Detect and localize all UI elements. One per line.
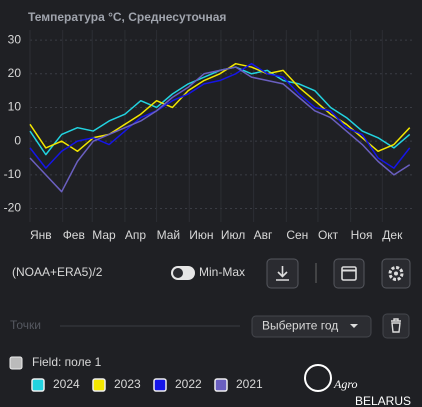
x-tick-label: Июл (221, 228, 245, 242)
points-label: Точки (10, 318, 41, 332)
calendar-icon (341, 266, 357, 281)
x-tick-label: Апр (125, 228, 147, 242)
y-tick-label: 20 (8, 66, 22, 80)
y-tick-label: -20 (4, 201, 22, 215)
series-line (29, 62, 411, 169)
dropdown-arrow (350, 324, 358, 328)
y-tick-label: 10 (8, 100, 22, 114)
download-icon (276, 266, 289, 281)
series-line (29, 66, 411, 193)
watermark-brand: Agro (333, 377, 358, 391)
settings-icon (388, 266, 404, 281)
x-tick-label: Май (157, 228, 181, 242)
delete-button[interactable] (382, 313, 410, 339)
x-tick-label: Авг (254, 228, 273, 242)
legend-label: 2024 (53, 377, 80, 391)
x-tick-label: Янв (30, 228, 52, 242)
legend-swatch (31, 378, 45, 392)
year-dropdown[interactable] (251, 315, 372, 338)
trash-icon (391, 318, 401, 333)
x-tick-label: Фев (63, 228, 85, 242)
x-tick-label: Дек (382, 228, 403, 242)
x-tick-label: Мар (92, 228, 116, 242)
x-tick-label: Сен (286, 228, 308, 242)
field-label: Field: поле 1 (32, 355, 102, 369)
x-tick-label: Ноя (351, 228, 373, 242)
calendar-button[interactable] (333, 258, 365, 289)
source-label: (NOAA+ERA5)/2 (12, 265, 103, 279)
y-tick-label: -10 (4, 167, 22, 181)
toggle-label: Min-Max (199, 265, 245, 279)
settings-icon-center (394, 271, 398, 276)
x-tick-label: Июн (189, 228, 213, 242)
y-tick-label: 0 (14, 133, 21, 147)
dropdown-label: Выберите год (262, 319, 338, 333)
x-tick-label: Окт (318, 228, 339, 242)
legend-label: 2021 (236, 377, 263, 391)
toggle-knob (173, 268, 183, 278)
legend-label: 2022 (175, 377, 202, 391)
watermark-logo (304, 364, 332, 392)
watermark-country: BELARUS (355, 394, 411, 407)
chart-title: Температура °C, Среднесуточная (28, 10, 226, 24)
legend-label: 2023 (114, 377, 141, 391)
legend-swatch (92, 378, 106, 392)
legend-swatch (214, 378, 228, 392)
field-checkbox[interactable] (9, 356, 23, 370)
y-tick-label: 30 (8, 32, 22, 46)
legend-swatch (153, 378, 167, 392)
